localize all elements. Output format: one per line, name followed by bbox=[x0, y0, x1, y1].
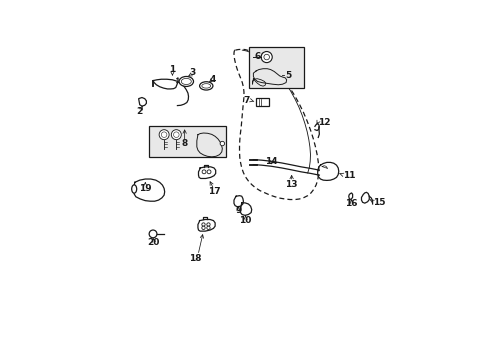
Text: 4: 4 bbox=[209, 75, 215, 84]
Text: 15: 15 bbox=[372, 198, 385, 207]
FancyBboxPatch shape bbox=[255, 98, 268, 107]
Ellipse shape bbox=[199, 82, 212, 90]
Text: 5: 5 bbox=[285, 71, 291, 80]
Circle shape bbox=[261, 51, 272, 63]
Text: 20: 20 bbox=[147, 238, 160, 247]
Text: 8: 8 bbox=[181, 139, 187, 148]
Ellipse shape bbox=[181, 78, 191, 85]
Text: 1: 1 bbox=[169, 65, 175, 74]
Circle shape bbox=[149, 230, 157, 238]
Text: 19: 19 bbox=[139, 184, 151, 193]
Circle shape bbox=[202, 170, 205, 174]
Text: 16: 16 bbox=[345, 199, 357, 208]
Text: 9: 9 bbox=[235, 206, 241, 215]
Circle shape bbox=[206, 226, 210, 229]
Text: 7: 7 bbox=[243, 96, 249, 105]
Text: 13: 13 bbox=[285, 180, 297, 189]
Text: 6: 6 bbox=[254, 52, 260, 61]
Circle shape bbox=[202, 226, 205, 229]
Circle shape bbox=[220, 141, 224, 146]
Ellipse shape bbox=[131, 185, 137, 193]
Circle shape bbox=[161, 132, 166, 138]
Text: 3: 3 bbox=[189, 68, 195, 77]
Text: 17: 17 bbox=[208, 187, 221, 196]
Text: 10: 10 bbox=[239, 216, 251, 225]
Circle shape bbox=[207, 170, 210, 174]
Ellipse shape bbox=[202, 84, 210, 88]
Circle shape bbox=[202, 223, 205, 226]
Text: 18: 18 bbox=[189, 255, 202, 264]
Text: 2: 2 bbox=[136, 107, 142, 116]
Bar bbox=[149, 126, 226, 157]
Bar bbox=[248, 46, 303, 87]
Ellipse shape bbox=[179, 76, 193, 86]
Circle shape bbox=[159, 130, 169, 140]
Polygon shape bbox=[361, 192, 368, 203]
Circle shape bbox=[171, 130, 181, 140]
Polygon shape bbox=[348, 193, 352, 199]
Circle shape bbox=[173, 132, 179, 138]
Text: 14: 14 bbox=[265, 157, 277, 166]
Text: 11: 11 bbox=[343, 171, 355, 180]
Circle shape bbox=[264, 54, 269, 60]
Polygon shape bbox=[138, 98, 146, 106]
Circle shape bbox=[206, 223, 210, 226]
Text: 12: 12 bbox=[318, 118, 330, 127]
